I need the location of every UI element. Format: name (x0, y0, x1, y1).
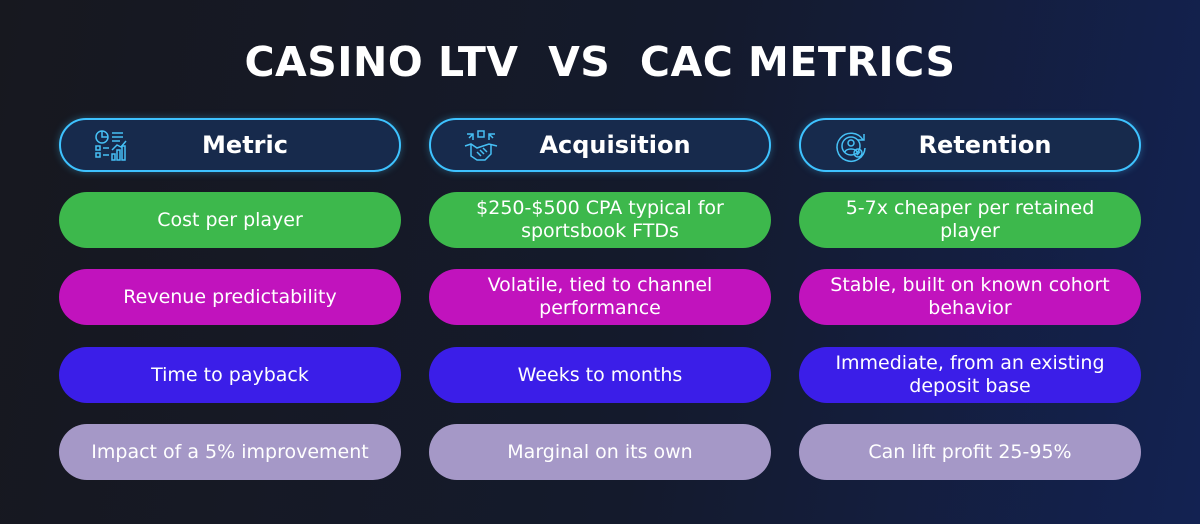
cell-revenue-predictability-retention: Stable, built on known cohort behavior (799, 269, 1141, 325)
cell-cost-per-player-acquisition: $250-$500 CPA typical for sportsbook FTD… (429, 192, 771, 248)
cell-time-to-payback-retention: Immediate, from an existing deposit base (799, 347, 1141, 403)
cell-impact-metric: Impact of a 5% improvement (59, 424, 401, 480)
cell-time-to-payback-acquisition: Weeks to months (429, 347, 771, 403)
column-header-acquisition: Acquisition (429, 118, 771, 172)
cell-time-to-payback-metric: Time to payback (59, 347, 401, 403)
cell-impact-acquisition: Marginal on its own (429, 424, 771, 480)
cell-revenue-predictability-acquisition: Volatile, tied to channel performance (429, 269, 771, 325)
cell-revenue-predictability-metric: Revenue predictability (59, 269, 401, 325)
column-header-label: Retention (918, 131, 1052, 159)
column-header-label: Acquisition (539, 131, 691, 159)
column-header-retention: Retention (799, 118, 1141, 172)
report-chart-icon (95, 130, 127, 161)
handshake-icon (464, 130, 498, 161)
column-header-label: Metric (202, 131, 288, 159)
cell-impact-retention: Can lift profit 25-95% (799, 424, 1141, 480)
cell-cost-per-player-metric: Cost per player (59, 192, 401, 248)
cell-cost-per-player-retention: 5-7x cheaper per retained player (799, 192, 1141, 248)
column-header-metric: Metric (59, 118, 401, 172)
retention-target-icon (836, 132, 866, 162)
page-title: CASINO LTV VS CAC METRICS (244, 38, 956, 86)
